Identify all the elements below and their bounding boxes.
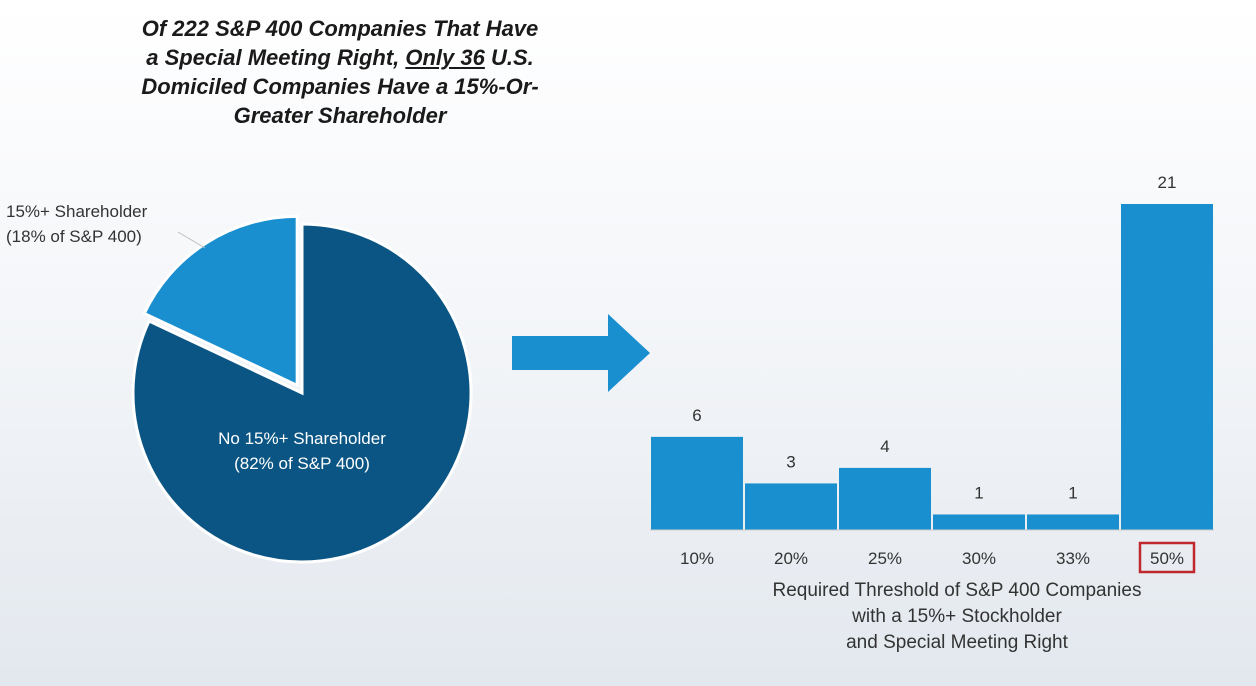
pie-slice-label-line2: (82% of S&P 400)	[234, 454, 370, 473]
pie-slice-label-line1: No 15%+ Shareholder	[218, 429, 386, 448]
pie-callout-label-line2: (18% of S&P 400)	[6, 227, 142, 246]
bar-value-label: 6	[692, 406, 701, 425]
title-line-3: Domiciled Companies Have a 15%-Or-	[141, 74, 539, 99]
bar-value-label: 4	[880, 437, 889, 456]
pie-chart: No 15%+ Shareholder (82% of S&P 400) 15%+ …	[6, 202, 473, 564]
bar-value-label: 1	[974, 483, 983, 502]
bar-chart: 6 10% 3 20% 4 25% 1 30% 1 33% 21 50% Required Thresh…	[650, 173, 1214, 653]
x-axis-title-line-3: and Special Meeting Right	[846, 632, 1069, 653]
bar-value-label: 21	[1158, 173, 1177, 192]
bar-20pct	[745, 483, 837, 530]
chart-title: Of 222 S&P 400 Companies That Have a Spe…	[80, 14, 600, 130]
title-underlined-count: Only 36	[405, 45, 485, 70]
x-tick-label: 30%	[962, 549, 996, 568]
pie-callout-label-line1: 15%+ Shareholder	[6, 202, 148, 221]
bar-33pct	[1027, 514, 1119, 530]
x-axis-title-line-2: with a 15%+ Stockholder	[851, 606, 1062, 627]
title-line-2: a Special Meeting Right, Only 36 U.S.	[80, 43, 600, 72]
x-tick-label: 50%	[1150, 549, 1184, 568]
bar-10pct	[651, 436, 743, 530]
bar-25pct	[839, 467, 931, 530]
bar-30pct	[933, 514, 1025, 530]
highlight-box	[1138, 541, 1196, 574]
title-line-2-post: U.S.	[484, 45, 534, 70]
title-line-2-pre: a Special Meeting Right,	[146, 45, 406, 70]
title-line-4: Greater Shareholder	[233, 103, 447, 128]
x-tick-label: 33%	[1056, 549, 1090, 568]
x-axis-title-line-1: Required Threshold of S&P 400 Companies	[773, 580, 1142, 601]
pie-slice-2	[131, 222, 473, 564]
title-line-1: Of 222 S&P 400 Companies That Have	[141, 16, 539, 41]
x-tick-label: 10%	[680, 549, 714, 568]
pie-leader-line	[177, 231, 206, 249]
right-arrow-icon	[512, 314, 650, 392]
bar-value-label: 3	[786, 452, 795, 471]
pie-slice-1	[142, 214, 299, 388]
x-tick-label: 25%	[868, 549, 902, 568]
bar-value-label: 1	[1068, 483, 1077, 502]
x-tick-label: 20%	[774, 549, 808, 568]
bar-50pct	[1121, 204, 1213, 530]
